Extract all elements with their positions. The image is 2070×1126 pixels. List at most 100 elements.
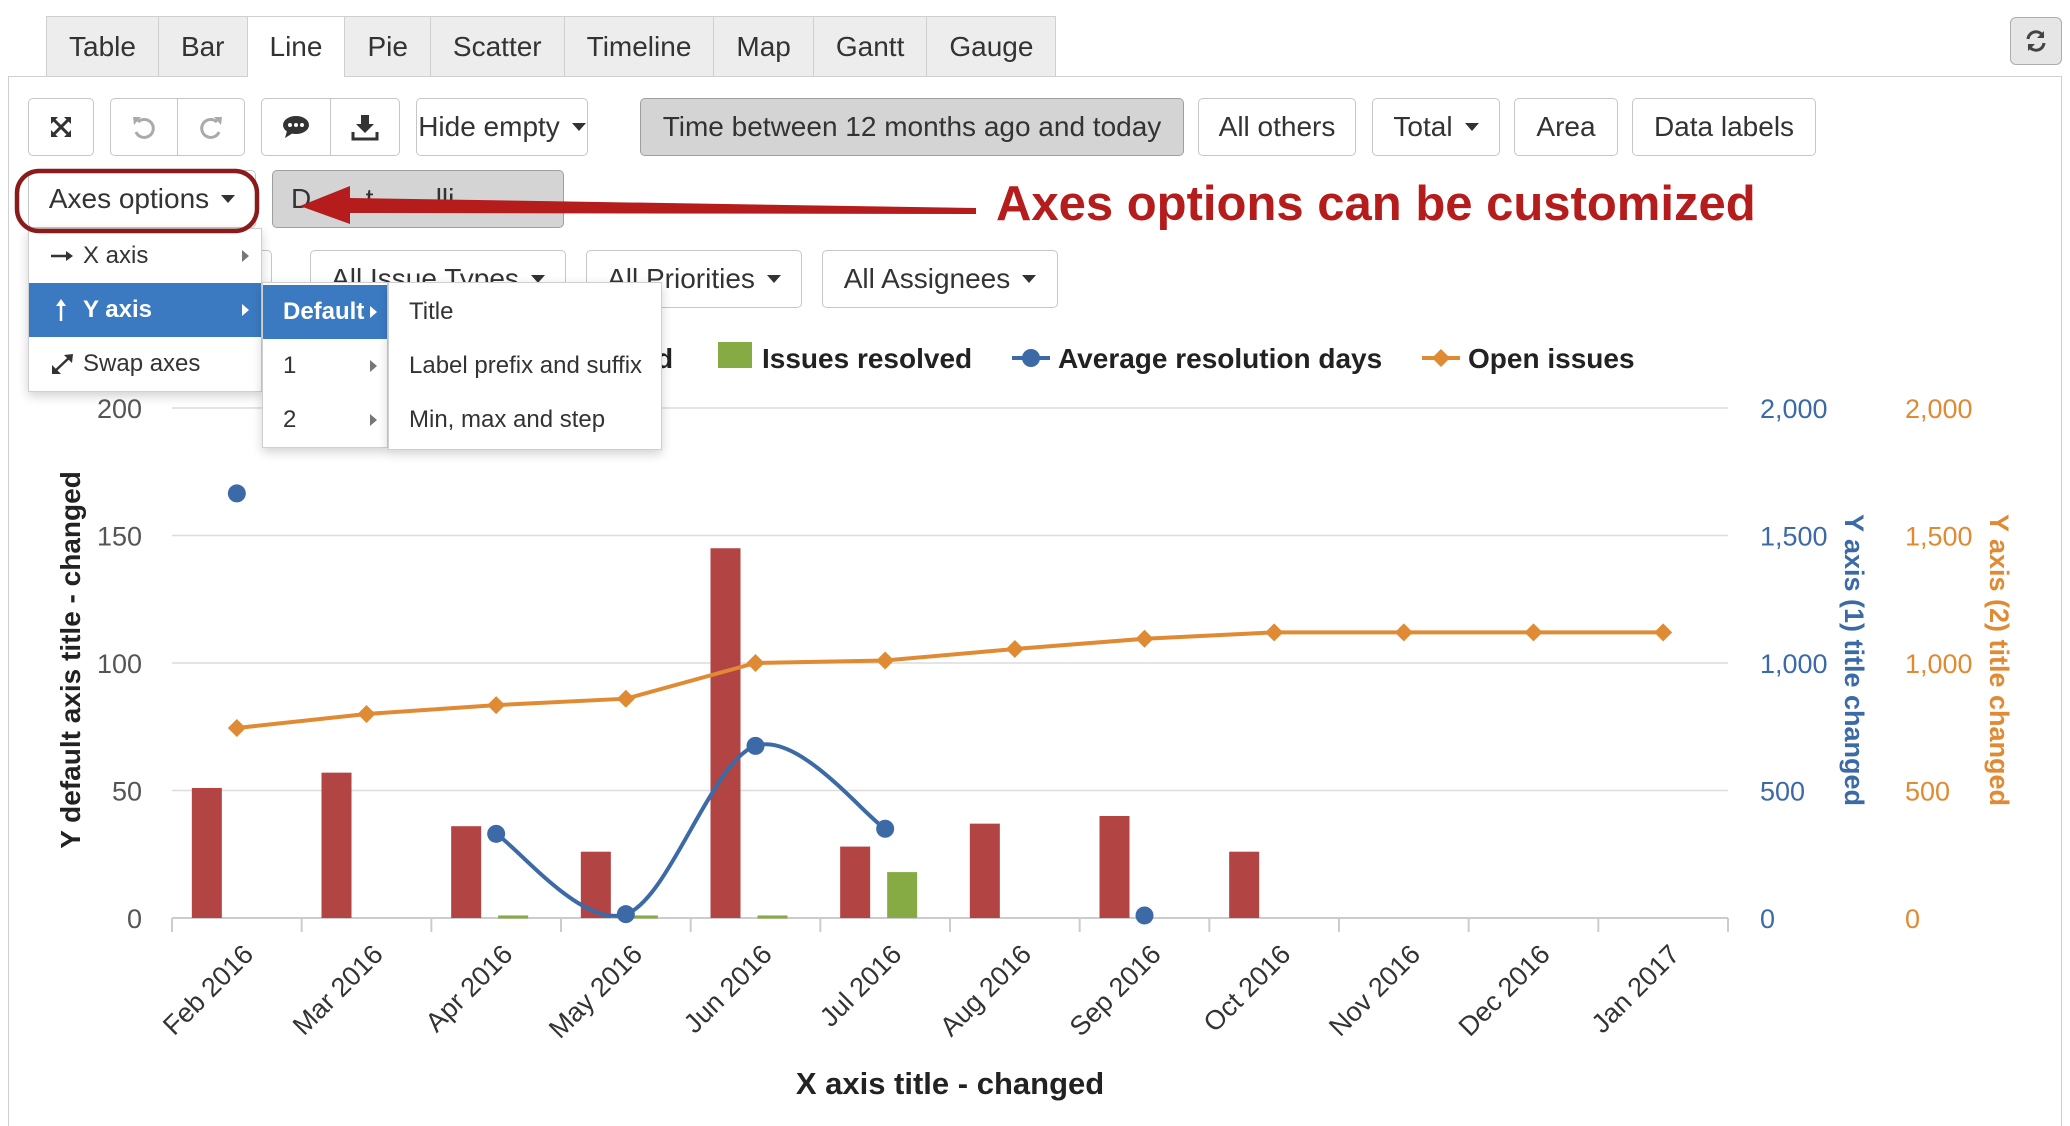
y-default-tick-label: 200 bbox=[97, 394, 142, 424]
x-tick-label: May 2016 bbox=[543, 939, 648, 1044]
tab-gauge[interactable]: Gauge bbox=[926, 16, 1057, 76]
menu-item-default[interactable]: Default bbox=[263, 285, 387, 339]
bar-series bbox=[191, 548, 1260, 919]
tab-gantt[interactable]: Gantt bbox=[812, 16, 928, 76]
area-label: Area bbox=[1536, 111, 1596, 142]
menu-item-label-prefix-suffix-label: Label prefix and suffix bbox=[409, 352, 643, 379]
redo-button[interactable] bbox=[177, 98, 245, 156]
total-dropdown[interactable]: Total bbox=[1372, 98, 1500, 156]
legend-resolved-label: Issues resolved bbox=[762, 343, 972, 374]
refresh-icon bbox=[2026, 30, 2046, 52]
avg-resolution-point bbox=[876, 819, 895, 838]
all-others-button[interactable]: All others bbox=[1198, 98, 1356, 156]
x-tick-label: Sep 2016 bbox=[1064, 939, 1167, 1042]
all-others-label: All others bbox=[1218, 111, 1336, 142]
x-tick-label: Oct 2016 bbox=[1198, 939, 1297, 1038]
download-icon bbox=[351, 115, 379, 141]
redo-icon bbox=[200, 117, 222, 139]
bar-created bbox=[321, 772, 352, 918]
tab-timeline[interactable]: Timeline bbox=[563, 16, 715, 76]
menu-item-x-axis[interactable]: X axis bbox=[29, 229, 261, 283]
bar-resolved bbox=[627, 915, 658, 919]
tab-table[interactable]: Table bbox=[46, 16, 159, 76]
menu-item-axis-1[interactable]: 1 bbox=[263, 339, 387, 393]
data-labels-button[interactable]: Data labels bbox=[1632, 98, 1816, 156]
open-issues-point bbox=[487, 696, 506, 715]
x-axis-title: X axis title - changed bbox=[796, 1066, 1104, 1101]
annotation-text: Axes options can be customized bbox=[996, 177, 1756, 231]
menu-item-swap-axes[interactable]: Swap axes bbox=[29, 337, 261, 391]
chart-gridlines bbox=[171, 407, 1729, 932]
tab-bar[interactable]: Bar bbox=[157, 16, 248, 76]
comment-button[interactable] bbox=[261, 98, 331, 156]
x-tick-label: Jun 2016 bbox=[678, 939, 778, 1039]
menu-item-min-max-step[interactable]: Min, max and step bbox=[389, 393, 661, 447]
caret-right-icon bbox=[370, 414, 377, 426]
fullscreen-button[interactable] bbox=[28, 98, 94, 156]
y-default-tick-label: 50 bbox=[112, 777, 142, 807]
open-issues-point bbox=[616, 689, 635, 708]
time-range-button[interactable]: Time between 12 months ago and today bbox=[640, 98, 1184, 156]
tab-scatter[interactable]: Scatter bbox=[429, 16, 565, 76]
default-axis-submenu: Title Label prefix and suffix Min, max a… bbox=[388, 282, 662, 450]
menu-item-default-label: Default bbox=[283, 298, 365, 325]
data-labels-label: Data labels bbox=[1653, 111, 1795, 142]
menu-item-title[interactable]: Title bbox=[389, 285, 661, 339]
x-tick-label: Apr 2016 bbox=[420, 939, 519, 1038]
menu-item-title-label: Title bbox=[409, 298, 454, 325]
chart-legend: d Issues resolved Average resolution day… bbox=[656, 342, 1635, 374]
y1-tick-label: 2,000 bbox=[1760, 394, 1828, 424]
avg-resolution-point bbox=[1135, 906, 1154, 925]
y2-tick-label: 2,000 bbox=[1905, 394, 1973, 424]
line-series bbox=[227, 484, 1673, 925]
bar-resolved bbox=[498, 915, 529, 919]
bar-created bbox=[191, 787, 222, 918]
comment-icon bbox=[283, 116, 309, 138]
hide-empty-label: Hide empty bbox=[418, 111, 560, 142]
menu-item-axis-2-label: 2 bbox=[283, 406, 297, 433]
y-default-tick-label: 0 bbox=[127, 904, 142, 934]
tab-map[interactable]: Map bbox=[713, 16, 814, 76]
bar-created bbox=[710, 548, 741, 918]
menu-item-axis-2[interactable]: 2 bbox=[263, 393, 387, 447]
y-default-tick-label: 150 bbox=[97, 522, 142, 552]
y-axis-submenu: Default 1 2 bbox=[262, 282, 388, 448]
refresh-button[interactable] bbox=[2010, 17, 2062, 65]
assignees-filter[interactable]: All Assignees bbox=[822, 250, 1058, 308]
y1-tick-labels: 0 500 1,000 1,500 2,000 bbox=[1760, 394, 1828, 934]
menu-item-y-axis[interactable]: Y axis bbox=[29, 283, 261, 337]
x-tick-label: Aug 2016 bbox=[934, 939, 1037, 1042]
undo-button[interactable] bbox=[110, 98, 178, 156]
hide-empty-dropdown[interactable]: Hide empty bbox=[416, 98, 588, 156]
avg-resolution-line bbox=[495, 742, 887, 918]
open-issues-point bbox=[746, 654, 765, 672]
y2-tick-labels: 0 500 1,000 1,500 2,000 bbox=[1905, 394, 1973, 934]
time-range-label: Time between 12 months ago and today bbox=[662, 111, 1162, 142]
area-button[interactable]: Area bbox=[1514, 98, 1618, 156]
y-default-tick-label: 100 bbox=[97, 649, 142, 679]
chevron-down-icon bbox=[766, 275, 781, 283]
y2-tick-label: 500 bbox=[1905, 777, 1950, 807]
legend-open-marker bbox=[1432, 349, 1450, 367]
menu-item-axis-1-label: 1 bbox=[283, 352, 297, 379]
download-button[interactable] bbox=[330, 98, 400, 156]
arrow-right-icon bbox=[51, 251, 73, 261]
legend-avg-label: Average resolution days bbox=[1058, 343, 1382, 374]
assignees-label: All Assignees bbox=[843, 263, 1011, 294]
x-tick-label: Jul 2016 bbox=[814, 939, 907, 1032]
tab-line[interactable]: Line bbox=[246, 16, 346, 77]
avg-resolution-point bbox=[616, 905, 635, 924]
menu-item-x-axis-label: X axis bbox=[83, 242, 149, 269]
caret-right-icon bbox=[370, 360, 377, 372]
menu-item-label-prefix-suffix[interactable]: Label prefix and suffix bbox=[389, 339, 661, 393]
bar-resolved bbox=[887, 872, 918, 918]
x-tick-label: Jan 2017 bbox=[1586, 939, 1686, 1039]
avg-resolution-point bbox=[746, 736, 765, 755]
open-issues-point bbox=[1135, 629, 1154, 648]
open-issues-point bbox=[1394, 623, 1413, 642]
bar-created bbox=[1099, 816, 1130, 918]
x-tick-label: Mar 2016 bbox=[287, 939, 389, 1041]
bar-created bbox=[969, 823, 1000, 918]
avg-resolution-point bbox=[487, 824, 506, 843]
open-issues-line bbox=[236, 630, 1664, 731]
